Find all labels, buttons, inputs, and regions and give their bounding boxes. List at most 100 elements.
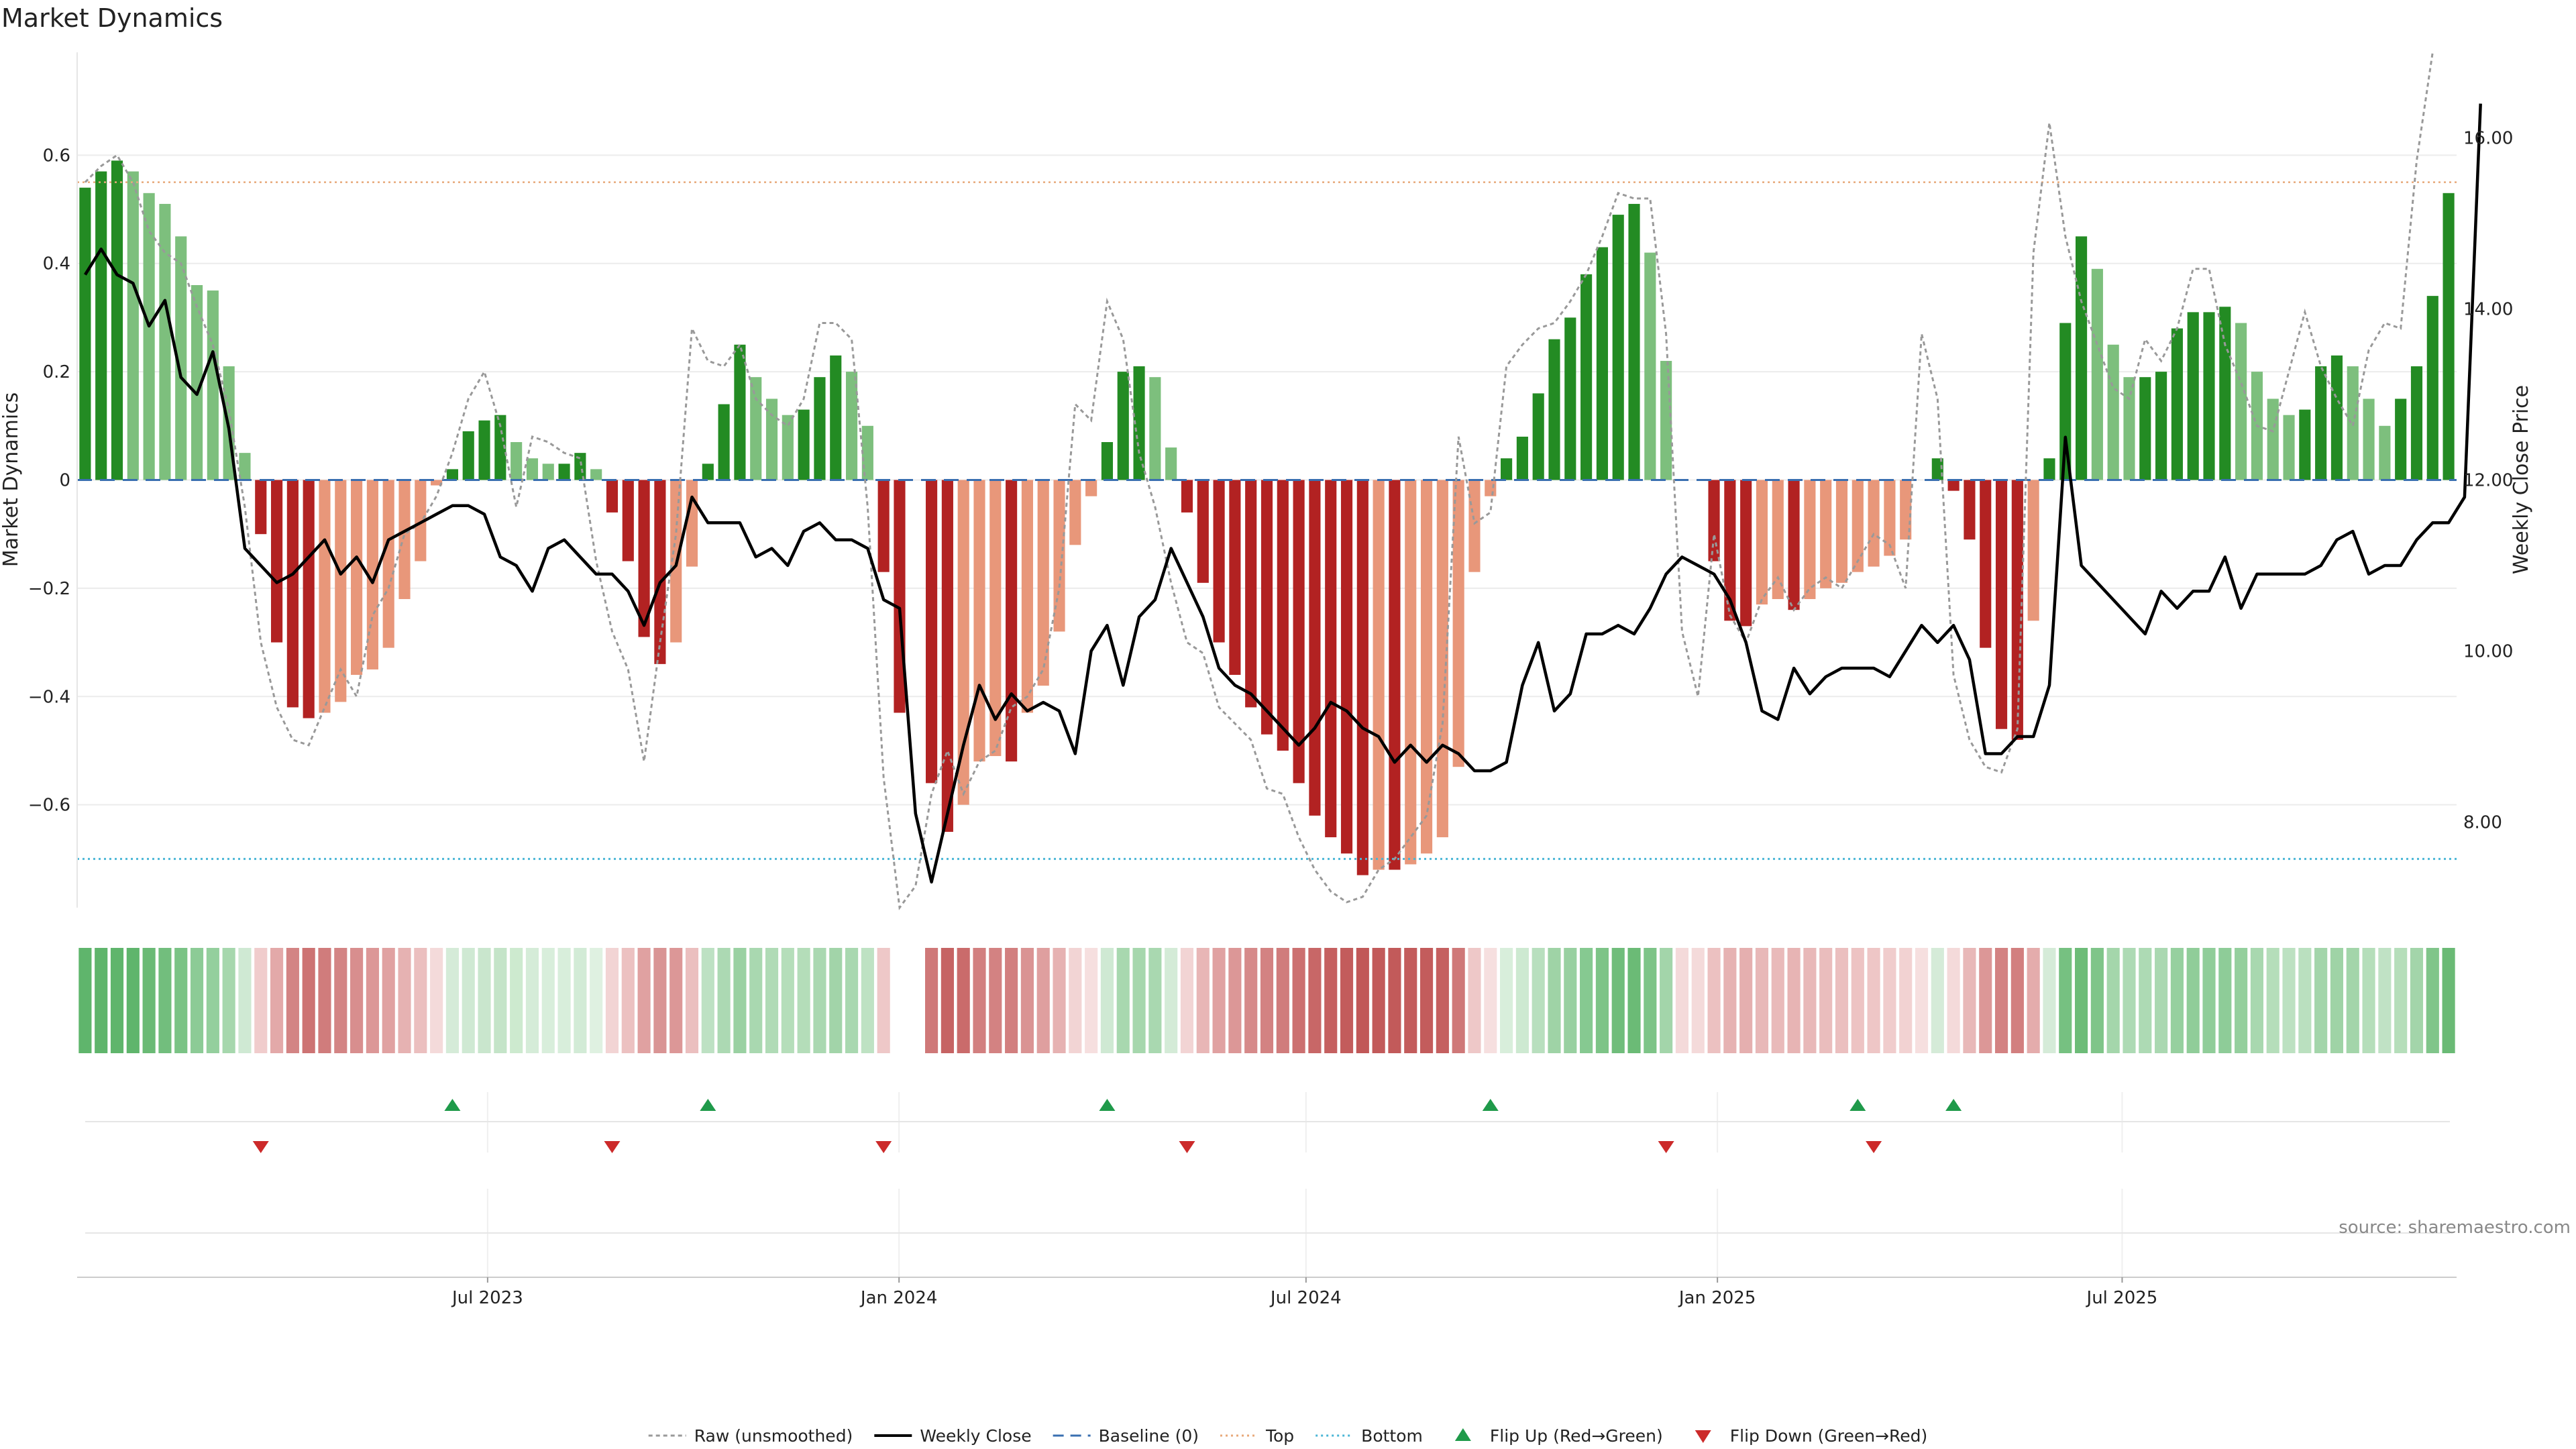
- bar-104: [1740, 480, 1752, 627]
- strip-cell-89: [1500, 948, 1513, 1053]
- strip-cell-109: [1819, 948, 1833, 1053]
- flip-up-marker-2: [1099, 1099, 1116, 1111]
- strip-cell-139: [2298, 948, 2312, 1053]
- bar-81: [1373, 480, 1385, 870]
- bar-103: [1724, 480, 1736, 621]
- bar-6: [175, 236, 187, 480]
- bar-32: [590, 469, 602, 480]
- strip-cell-21: [414, 948, 427, 1053]
- strip-cell-60: [1036, 948, 1050, 1053]
- strip-cell-19: [382, 948, 395, 1053]
- bar-27: [511, 442, 523, 480]
- weekly-close-line: [83, 103, 2482, 884]
- flip-down-marker-1: [604, 1141, 621, 1153]
- strip-cell-45: [797, 948, 810, 1053]
- bar-8: [207, 290, 219, 480]
- strip-cell-108: [1803, 948, 1817, 1053]
- strip-cell-112: [1867, 948, 1880, 1053]
- strip-cell-14: [302, 948, 315, 1053]
- bar-61: [1053, 480, 1065, 632]
- strip-cell-106: [1771, 948, 1784, 1053]
- bar-79: [1340, 480, 1353, 854]
- strip-cell-22: [430, 948, 443, 1053]
- bar-11: [255, 480, 267, 535]
- strip-cell-119: [1979, 948, 1992, 1053]
- bar-107: [1788, 480, 1800, 610]
- strip-cell-130: [2155, 948, 2168, 1053]
- strip-cell-118: [1963, 948, 1976, 1053]
- strip-cell-91: [1532, 948, 1545, 1053]
- bar-54: [941, 480, 953, 833]
- bar-16: [335, 480, 347, 702]
- strip-cell-23: [445, 948, 459, 1053]
- legend-swatch-5: [1454, 1428, 1471, 1441]
- strip-cell-125: [2075, 948, 2088, 1053]
- strip-cell-99: [1660, 948, 1673, 1053]
- strip-cell-2: [110, 948, 124, 1053]
- bar-94: [1580, 274, 1593, 480]
- bar-139: [2299, 409, 2311, 480]
- strip-cell-135: [2235, 948, 2248, 1053]
- strip-cell-30: [557, 948, 571, 1053]
- bar-114: [1900, 480, 1912, 540]
- strip-cell-79: [1340, 948, 1354, 1053]
- bar-122: [2027, 480, 2039, 621]
- strip-cell-82: [1388, 948, 1401, 1053]
- strip-cell-44: [781, 948, 794, 1053]
- flip-down-marker-3: [1179, 1141, 1195, 1153]
- legend-label-5: Flip Up (Red→Green): [1490, 1426, 1663, 1446]
- bar-102: [1708, 480, 1720, 561]
- strip-cell-147: [2426, 948, 2439, 1053]
- right-tick-0: 16.00: [2463, 129, 2513, 149]
- bar-135: [2235, 323, 2247, 480]
- strip-cell-78: [1324, 948, 1338, 1053]
- strip-cell-9: [222, 948, 235, 1053]
- bar-96: [1612, 215, 1624, 480]
- bar-1: [95, 171, 107, 480]
- bar-55: [957, 480, 969, 805]
- bar-14: [303, 480, 315, 718]
- strip-cell-93: [1564, 948, 1577, 1053]
- strip-cell-100: [1675, 948, 1689, 1053]
- bar-41: [734, 344, 746, 480]
- strip-cell-145: [2394, 948, 2408, 1053]
- strip-cell-117: [1947, 948, 1960, 1053]
- strip-cell-104: [1739, 948, 1753, 1053]
- bar-85: [1436, 480, 1448, 838]
- x-axis: Jul 2023 Jan 2024 Jul 2024 Jan 2025 Jul 2025: [77, 1277, 2457, 1308]
- flip-down-marker-0: [252, 1141, 269, 1153]
- strip-cell-115: [1915, 948, 1929, 1053]
- strip-cell-35: [637, 948, 651, 1053]
- strip-cell-120: [1994, 948, 2008, 1053]
- left-axis-label: Market Dynamics: [0, 392, 23, 568]
- bar-125: [2076, 236, 2088, 480]
- bar-128: [2123, 377, 2135, 480]
- strip-cell-90: [1515, 948, 1529, 1053]
- bar-36: [654, 480, 666, 664]
- bar-95: [1596, 247, 1608, 480]
- bar-3: [127, 171, 139, 480]
- bar-25: [478, 420, 490, 480]
- left-tick-0: 0.6: [43, 146, 70, 166]
- bar-74: [1260, 480, 1273, 735]
- bar-89: [1501, 458, 1513, 480]
- strip-cell-66: [1132, 948, 1146, 1053]
- strip-cell-7: [190, 948, 204, 1053]
- bar-40: [718, 404, 730, 480]
- strip-cell-63: [1085, 948, 1098, 1053]
- strip-cell-46: [813, 948, 826, 1053]
- bar-21: [415, 480, 427, 561]
- left-tick-3: 0: [59, 471, 70, 491]
- strip-cell-111: [1851, 948, 1864, 1053]
- strip-cell-86: [1452, 948, 1465, 1053]
- legend-swatch-6: [1695, 1430, 1711, 1443]
- bar-134: [2219, 307, 2231, 480]
- bar-48: [845, 372, 858, 480]
- strip-cell-4: [142, 948, 156, 1053]
- bar-141: [2330, 355, 2343, 480]
- bar-30: [558, 464, 570, 480]
- strip-cell-25: [478, 948, 491, 1053]
- bar-129: [2139, 377, 2151, 480]
- flip-down-marker-2: [875, 1141, 892, 1153]
- strip-cell-98: [1644, 948, 1657, 1053]
